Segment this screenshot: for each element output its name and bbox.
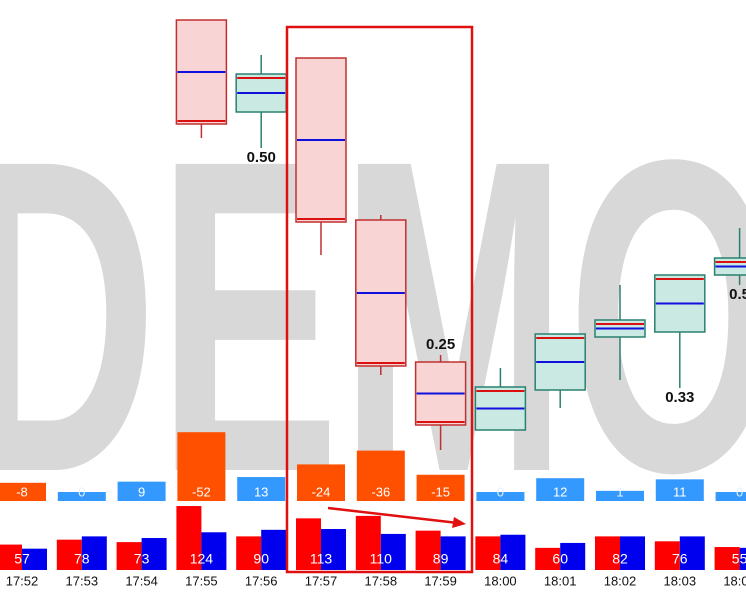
volume-label: 82: [612, 551, 628, 567]
delta-label: 9: [138, 484, 145, 499]
volume-bar: [116, 542, 142, 570]
volume-label: 89: [433, 551, 449, 567]
delta-bar: [177, 432, 226, 501]
volume-bar: [321, 529, 346, 570]
delta-label: 13: [254, 484, 268, 499]
volume-bar: [141, 538, 167, 570]
volume-bar: [535, 547, 561, 570]
delta-bar: [117, 481, 166, 501]
volume-bar: [620, 536, 645, 570]
volume-bar: [415, 530, 441, 570]
volume-label: 55: [732, 551, 746, 567]
highlight-box: [285, 25, 474, 574]
volume-label: 60: [552, 551, 568, 567]
delta-label: 0: [78, 484, 85, 499]
volume-label: 84: [493, 551, 509, 567]
volume-bar: [22, 548, 47, 570]
volume-bar: [739, 547, 746, 570]
x-tick-label: 17:53: [66, 573, 99, 588]
x-tick-label: 18:02: [604, 573, 637, 588]
x-tick-label: 18:01: [544, 573, 577, 588]
x-tick-label: 17:52: [6, 573, 39, 588]
delta-bar: [416, 474, 465, 501]
volume-bar: [261, 529, 287, 570]
ratio-label: 0.33: [665, 389, 694, 406]
x-tick-label: 17:55: [185, 573, 218, 588]
volume-bar: [380, 533, 406, 570]
arrow: [327, 506, 459, 525]
volume-label: 124: [190, 551, 214, 567]
delta-bar: [655, 479, 704, 501]
ratio-label: 0.5: [729, 286, 746, 303]
volume-label: 73: [134, 551, 150, 567]
ratio-label: 0.25: [426, 336, 455, 353]
delta-label: 11: [673, 484, 687, 499]
volume-label: 57: [14, 551, 30, 567]
volume-bar: [176, 506, 202, 570]
delta-bar: [57, 492, 106, 501]
x-tick-label: 17:56: [245, 573, 278, 588]
delta-label: -52: [192, 484, 211, 499]
x-tick-label: 17:58: [365, 573, 398, 588]
x-tick-label: 18:00: [484, 573, 517, 588]
volume-label: 90: [253, 551, 269, 567]
x-tick-label: 17:59: [424, 573, 457, 588]
volume-bar: [56, 539, 82, 570]
volume-bar: [560, 542, 586, 570]
delta-bar: [536, 478, 585, 501]
volume-bar: [296, 518, 321, 570]
delta-bar: [297, 464, 345, 501]
delta-label: 12: [553, 484, 567, 499]
volume-label: 110: [370, 551, 393, 567]
volume-bar: [714, 547, 740, 570]
volume-label: 76: [672, 551, 688, 567]
ratio-label: 0.50: [247, 149, 276, 166]
delta-label: -15: [431, 484, 450, 499]
delta-label: 0: [736, 484, 743, 499]
x-tick-label: 18:03: [664, 573, 697, 588]
volume-bar: [201, 532, 227, 570]
x-tick-label: 17:54: [125, 573, 158, 588]
delta-label: -24: [312, 484, 331, 499]
delta-bar: [237, 477, 286, 501]
volume-bar: [236, 536, 262, 570]
volume-bar: [654, 541, 680, 570]
x-tick-label: 17:57: [305, 573, 338, 588]
delta-bar: [715, 492, 746, 501]
volume-bar: [355, 515, 381, 570]
delta-bar: [356, 450, 405, 501]
volume-label: 113: [310, 551, 333, 567]
x-tick-label: 18:04: [723, 573, 746, 588]
volume-bar: [500, 534, 526, 570]
volume-bar: [679, 536, 705, 570]
delta-label: -8: [16, 484, 28, 499]
delta-bar: [476, 492, 525, 501]
volume-bar: [81, 536, 107, 570]
arrow-head: [452, 517, 466, 528]
delta-label: -36: [371, 484, 390, 499]
volume-bar: [475, 536, 501, 570]
volume-label: 78: [74, 551, 90, 567]
delta-label: 1: [616, 484, 623, 499]
delta-bar: [596, 490, 644, 501]
delta-label: 0: [497, 484, 504, 499]
volume-bar: [440, 536, 466, 570]
delta-bar: [0, 482, 46, 501]
volume-bar: [0, 544, 22, 570]
volume-bar: [595, 536, 620, 570]
